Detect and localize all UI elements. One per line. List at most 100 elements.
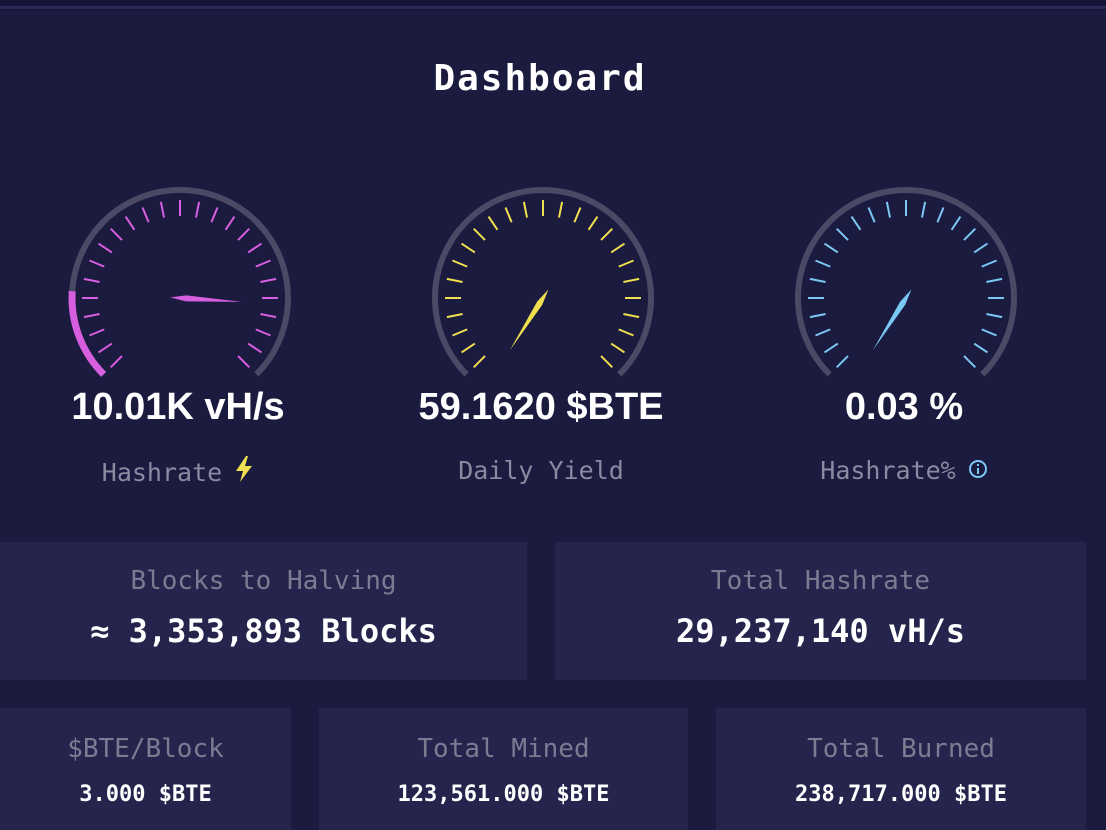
blocks-to-halving-value: ≈ 3,353,893 Blocks	[90, 612, 437, 650]
total-mined-card: Total Mined 123,561.000 $BTE	[319, 708, 688, 830]
gauge-tick	[600, 227, 614, 241]
daily-yield-value: 59.1620 $BTE	[418, 386, 664, 428]
gauge-tick	[210, 207, 219, 223]
gauge-tick	[224, 215, 236, 231]
gauge-tick	[159, 201, 165, 218]
gauge-tick	[255, 328, 271, 337]
gauge-tick	[237, 227, 251, 241]
gauge-tick	[83, 313, 100, 319]
hashrate-gauge	[60, 180, 300, 390]
gauge-tick	[109, 355, 123, 369]
gauge-tick	[815, 328, 831, 337]
gauge-tick	[618, 259, 634, 268]
total-hashrate-label: Total Hashrate	[710, 566, 931, 596]
total-burned-value: 238,717.000 $BTE	[795, 782, 1007, 807]
hashrate-gauge-dial	[68, 187, 291, 377]
gauge-tick	[623, 313, 640, 319]
gauge-tick	[558, 201, 564, 218]
bte-per-block-label: $BTE/Block	[67, 734, 224, 764]
gauge-needle	[872, 289, 912, 351]
info-icon[interactable]	[968, 456, 988, 485]
daily-yield-label-row: Daily Yield	[381, 456, 701, 485]
gauge-tick	[963, 355, 977, 369]
gauge-tick	[237, 355, 251, 369]
gauge-tick	[815, 259, 831, 268]
gauge-tick	[610, 242, 626, 254]
total-hashrate-value: 29,237,140 vH/s	[676, 612, 965, 650]
gauge-track	[795, 187, 1017, 377]
gauge-needle	[170, 295, 242, 302]
gauge-tick	[124, 215, 136, 231]
gauge-tick	[950, 215, 962, 231]
gauge-tick	[89, 259, 105, 268]
gauge-tick	[573, 207, 582, 223]
daily-yield-label: Daily Yield	[458, 456, 624, 485]
gauge-tick	[247, 342, 263, 354]
gauge-track	[432, 187, 654, 377]
daily-yield-gauge-dial	[432, 187, 654, 377]
total-hashrate-card: Total Hashrate 29,237,140 vH/s	[555, 542, 1086, 680]
gauge-tick	[936, 207, 945, 223]
gauge-tick	[981, 328, 997, 337]
top-bar	[0, 0, 1106, 10]
hashrate-percent-label-row: Hashrate%	[744, 456, 1064, 485]
gauge-tick	[255, 259, 271, 268]
gauge-tick	[587, 215, 599, 231]
gauge-tick	[823, 342, 839, 354]
hashrate-label: Hashrate	[101, 457, 223, 487]
daily-yield-gauge	[423, 180, 663, 390]
gauge-tick	[446, 277, 463, 283]
gauge-tick	[141, 207, 150, 223]
gauge-tick	[97, 342, 113, 354]
hashrate-percent-label: Hashrate%	[820, 456, 956, 485]
gauge-tick	[973, 242, 989, 254]
gauge-tick	[981, 259, 997, 268]
gauge-tick	[623, 277, 640, 283]
gauge-tick	[89, 328, 105, 337]
gauge-tick	[247, 242, 263, 254]
gauge-tick	[618, 328, 634, 337]
gauge-tick	[986, 277, 1003, 283]
gauge-tick	[109, 227, 123, 241]
gauge-tick	[867, 207, 876, 223]
gauge-tick	[809, 277, 826, 283]
total-mined-value: 123,561.000 $BTE	[397, 782, 610, 807]
gauge-tick	[610, 342, 626, 354]
total-burned-card: Total Burned 238,717.000 $BTE	[716, 708, 1086, 830]
gauge-tick	[260, 313, 277, 319]
gauge-tick	[921, 201, 927, 218]
gauge-tick	[83, 277, 100, 283]
bte-per-block-card: $BTE/Block 3.000 $BTE	[0, 708, 291, 830]
gauge-tick	[460, 342, 476, 354]
top-divider	[0, 6, 1106, 9]
gauge-tick	[472, 227, 486, 241]
blocks-to-halving-label: Blocks to Halving	[130, 566, 397, 596]
gauge-tick	[986, 313, 1003, 319]
gauge-tick	[460, 242, 476, 254]
total-mined-label: Total Mined	[417, 734, 590, 764]
lightning-icon	[234, 456, 254, 488]
gauge-tick	[963, 227, 977, 241]
hashrate-percent-gauge-dial	[795, 187, 1017, 377]
bte-per-block-value: 3.000 $BTE	[79, 782, 212, 807]
page-title: Dashboard	[433, 58, 647, 99]
gauge-tick	[823, 242, 839, 254]
gauge-tick	[885, 201, 891, 218]
gauge-tick	[973, 342, 989, 354]
gauge-tick	[195, 201, 201, 218]
gauge-tick	[600, 355, 614, 369]
gauge-tick	[487, 215, 499, 231]
gauge-tick	[835, 227, 849, 241]
gauge-tick	[452, 328, 468, 337]
gauge-tick	[472, 355, 486, 369]
gauge-tick	[835, 355, 849, 369]
gauge-track	[69, 187, 291, 377]
gauge-tick	[97, 242, 113, 254]
gauge-tick	[850, 215, 862, 231]
hashrate-percent-value: 0.03 %	[844, 386, 964, 428]
hashrate-percent-gauge	[786, 180, 1026, 390]
gauge-tick	[446, 313, 463, 319]
hashrate-label-row: Hashrate	[18, 456, 338, 488]
gauge-tick	[504, 207, 513, 223]
gauge-tick	[522, 201, 528, 218]
